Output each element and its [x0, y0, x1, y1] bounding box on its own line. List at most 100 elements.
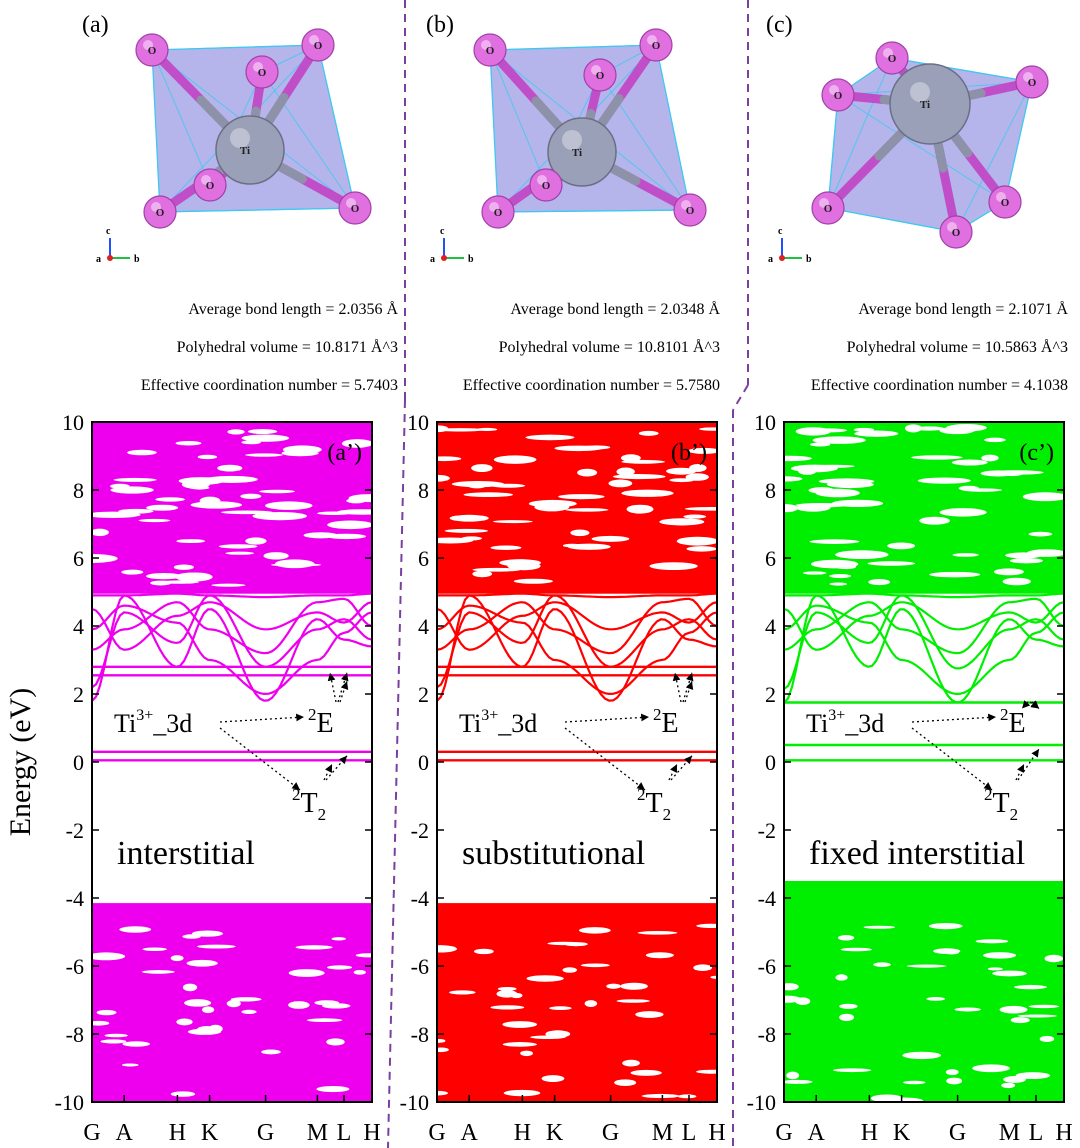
- oxygen-highlight: [253, 62, 263, 72]
- oxygen-atom: [875, 41, 909, 75]
- conduction-band-gap: [784, 504, 798, 513]
- conduction-band-curve: [92, 594, 372, 689]
- valence-band-gap: [184, 999, 212, 1007]
- y-tick-label: 6: [418, 546, 429, 571]
- valence-band-gap: [142, 947, 167, 951]
- conduction-band-gap: [612, 474, 666, 480]
- oxygen-atom: [473, 33, 507, 67]
- conduction-band-gap: [904, 424, 922, 433]
- oxygen-highlight: [489, 202, 499, 212]
- valence-band-gap: [502, 1021, 538, 1028]
- polyhedral-volume: Polyhedral volume = 10.5863 Å^3: [847, 338, 1068, 356]
- valence-band-gap: [616, 999, 650, 1003]
- x-tick-label: L: [337, 1120, 352, 1146]
- conduction-band-gap: [621, 459, 666, 464]
- oxygen-highlight: [151, 202, 161, 212]
- valence-band-gap: [606, 983, 621, 989]
- conduction-band-gap: [227, 429, 245, 435]
- conduction-band-gap: [913, 426, 945, 431]
- conduction-band-gap: [835, 550, 889, 560]
- valence-band-gap: [903, 1080, 926, 1085]
- oxygen-label: O: [156, 207, 165, 219]
- y-tick-label: 0: [765, 750, 776, 775]
- conduction-band-gap: [812, 436, 866, 444]
- conduction-band-curve: [437, 592, 717, 599]
- valence-band-gap: [784, 1079, 813, 1084]
- conduction-band-gap: [1009, 558, 1043, 564]
- conduction-band-gap: [282, 445, 322, 454]
- valence-band-gap: [641, 1093, 680, 1099]
- y-tick-label: -10: [747, 1090, 776, 1115]
- valence-band-gap: [170, 955, 184, 962]
- valence-band-gap: [902, 1051, 942, 1060]
- annotation-2T2-sup: 2: [984, 785, 993, 804]
- valence-band-gap: [693, 964, 713, 972]
- valence-band-gap: [620, 982, 648, 990]
- x-tick-label: A: [808, 1120, 826, 1146]
- valence-band-gap: [141, 970, 175, 974]
- valence-band-gap: [182, 983, 198, 992]
- y-tick-label: -4: [758, 886, 776, 911]
- conduction-band-gap: [868, 579, 891, 586]
- polyhedron-edge: [489, 49, 547, 186]
- valence-band-gap: [645, 952, 674, 959]
- conduction-band-gap: [437, 428, 485, 432]
- oxygen-label: O: [148, 45, 157, 57]
- valence-band-gap: [1044, 954, 1064, 963]
- conduction-band-curve: [437, 594, 717, 689]
- titanium-highlight: [562, 130, 582, 150]
- x-tick-label: K: [201, 1120, 219, 1146]
- valence-band-gap: [226, 999, 241, 1008]
- annotation-3d: _3d: [152, 709, 192, 738]
- titanium-atom: [889, 63, 971, 145]
- conduction-band-gap: [463, 492, 514, 498]
- divider-bottom-1: [387, 399, 406, 1148]
- oxygen-atom: [988, 185, 1022, 219]
- conduction-band-gap: [616, 467, 635, 476]
- oxygen-label: O: [486, 45, 495, 57]
- structure-panel-2: (c) Ti O O O O O Oc a b Average bond length = 2.10…: [766, 12, 1068, 394]
- effective-coordination-number: Effective coordination number = 5.7403: [141, 377, 398, 394]
- structure-panel-label: (c): [766, 12, 793, 38]
- oxygen-label: O: [206, 180, 215, 192]
- conduction-band-gap: [220, 510, 273, 515]
- conduction-band-curve: [92, 604, 372, 696]
- conduction-band-gap: [917, 477, 971, 484]
- valence-band-gap: [696, 923, 717, 928]
- triad-a-label: a: [96, 254, 101, 265]
- valence-band-gap: [322, 1003, 351, 1009]
- conduction-band-curve: [784, 604, 1064, 696]
- valence-band-gap: [295, 945, 333, 950]
- valence-band-gap: [580, 963, 610, 968]
- conduction-band-gap: [245, 453, 283, 457]
- conduction-band-gap: [808, 487, 835, 494]
- valence-band-gap: [873, 962, 891, 967]
- valence-band-gap: [784, 995, 802, 1003]
- annotation-arrow: [1021, 700, 1031, 709]
- x-tick-label: M: [999, 1120, 1020, 1146]
- annotation-2T2-letter: T: [993, 788, 1010, 819]
- conduction-band-gap: [984, 437, 1006, 443]
- conduction-band-gap: [570, 529, 590, 537]
- conduction-band-gap: [241, 434, 290, 442]
- polyhedron-edge: [955, 81, 1033, 233]
- conduction-band-gap: [803, 571, 827, 575]
- annotation-2T2-sub: 2: [1010, 805, 1019, 824]
- conduction-band-gap: [1002, 577, 1031, 586]
- conduction-band-gap: [829, 582, 848, 586]
- x-tick-label: H: [169, 1120, 186, 1146]
- conduction-band-gap: [809, 539, 860, 544]
- oxygen-atom: [143, 195, 177, 229]
- titanium-atom: [547, 117, 617, 187]
- valence-band-fill: [784, 881, 1064, 1102]
- conduction-band-gap: [1002, 471, 1023, 477]
- oxygen-label: O: [258, 67, 267, 79]
- oxygen-highlight: [996, 192, 1006, 202]
- conduction-band-curve: [784, 592, 1064, 599]
- average-bond-length: Average bond length = 2.1071 Å: [858, 300, 1068, 318]
- conduction-band-gap: [265, 501, 313, 510]
- annotation-arrow: [1017, 748, 1040, 781]
- annotation-ti3d: Ti3+_3d: [114, 707, 192, 738]
- valence-band-gap: [241, 1009, 257, 1015]
